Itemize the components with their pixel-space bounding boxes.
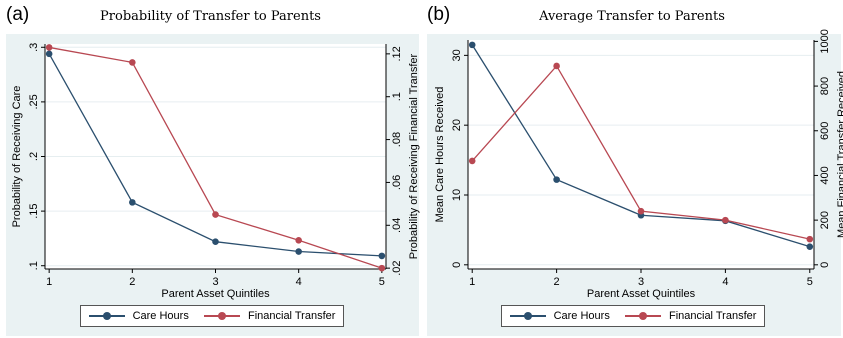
data-point-a-0-2 [212,238,219,245]
x-tick-label-b-0: 1 [469,276,475,288]
y2-axis-title-a: Probability of Receiving Financial Trans… [408,53,420,259]
x-axis-title-b: Parent Asset Quintiles [587,288,696,300]
legend-label-care-b: Care Hours [553,310,610,322]
chart-title-b: Average Transfer to Parents [539,9,725,24]
x-tick-label-b-3: 4 [722,276,728,288]
data-point-a-0-4 [378,252,386,260]
plot-area-b [468,40,814,269]
y2-tick-label-b-4: 800 [819,77,831,95]
y2-axis-title-b: Mean Financial Transfer Received [836,71,843,238]
y-axis-title-a: Probability of Receiving Care [11,86,23,228]
data-point-a-1-4 [378,264,386,272]
data-point-b-1-0 [468,157,476,165]
x-tick-label-a-3: 4 [296,276,302,288]
x-tick-label-a-2: 3 [212,276,218,288]
data-point-b-0-1 [553,176,560,183]
data-point-a-0-0 [45,50,53,58]
y2-tick-label-b-2: 400 [819,166,831,184]
x-tick-label-b-2: 3 [638,276,644,288]
y2-tick-label-a-2: .06 [391,175,403,190]
y2-tick-label-a-0: .02 [391,260,403,275]
legend-label-financial-b: Financial Transfer [668,310,757,322]
y2-tick-label-a-1: .04 [391,218,403,233]
data-point-b-1-3 [722,216,729,224]
legend-item-care-a: Care Hours [88,310,189,322]
legend-swatch-financial-a [203,311,240,321]
panel-label-a: (a) [6,4,30,25]
data-point-a-0-1 [129,199,136,206]
chart-title-a: Probability of Transfer to Parents [100,9,321,24]
data-point-a-1-2 [212,211,219,218]
chart-svg-b: 0 10 20 30 0 200 400 600 800 1000 1 2 3 4 5 Parent Asse… [434,29,843,300]
data-point-a-1-1 [129,59,136,66]
legend-b: Care Hours Financial Transfer [501,305,765,327]
data-point-b-1-1 [553,62,560,70]
legend-a: Care Hours Financial Transfer [80,305,344,327]
data-point-b-0-0 [468,41,476,49]
panel-b: (b) Average Transfer to Parents 0 10 20 30 0… [421,0,843,338]
y-tick-label-b-2: 20 [451,119,463,131]
y2-tick-label-b-1: 200 [819,211,831,229]
y-tick-label-a-2: .2 [28,152,40,161]
legend-swatch-financial-b [624,311,661,321]
y-tick-label-a-4: .3 [28,43,40,52]
x-tick-label-a-1: 2 [129,276,135,288]
y2-tick-label-a-3: .08 [391,132,403,147]
data-point-b-1-4 [806,235,814,243]
x-tick-label-b-1: 2 [554,276,560,288]
y-tick-label-a-3: .25 [28,94,40,109]
legend-label-financial-a: Financial Transfer [247,310,336,322]
y-tick-label-a-0: .1 [28,261,40,270]
panel-a: (a) Probability of Transfer to Parents .… [0,0,421,338]
x-tick-label-a-0: 1 [46,276,52,288]
legend-label-care-a: Care Hours [132,310,189,322]
data-point-a-1-0 [45,44,53,51]
data-point-b-0-4 [806,243,814,250]
chart-svg-a: .1 .15 .2 .25 .3 .02 .04 .06 .08 .1 .12 1 2 3 4 5 Parent… [11,43,420,300]
y2-tick-label-b-0: 0 [819,262,831,268]
y2-tick-label-a-4: .1 [391,92,403,101]
y-tick-label-b-0: 0 [451,262,463,268]
legend-item-financial-b: Financial Transfer [624,310,757,322]
legend-swatch-care-b [509,311,546,321]
data-point-b-1-2 [637,207,645,215]
x-tick-label-b-4: 5 [807,276,813,288]
data-point-a-0-3 [295,248,302,255]
x-tick-label-a-4: 5 [379,276,385,288]
y-tick-label-b-3: 30 [451,49,463,61]
x-axis-title-a: Parent Asset Quintiles [161,288,270,300]
panel-label-b: (b) [427,4,451,25]
legend-item-financial-a: Financial Transfer [203,310,336,322]
data-point-a-1-3 [295,236,302,244]
y-tick-label-a-1: .15 [28,203,40,218]
y2-tick-label-b-3: 600 [819,122,831,140]
y-tick-label-b-1: 10 [451,189,463,201]
legend-swatch-care-a [88,311,125,321]
legend-item-care-b: Care Hours [509,310,610,322]
y2-tick-label-b-5: 1000 [819,29,831,53]
y2-tick-label-a-5: .12 [391,46,403,61]
y-axis-title-b: Mean Care Hours Received [434,87,446,223]
